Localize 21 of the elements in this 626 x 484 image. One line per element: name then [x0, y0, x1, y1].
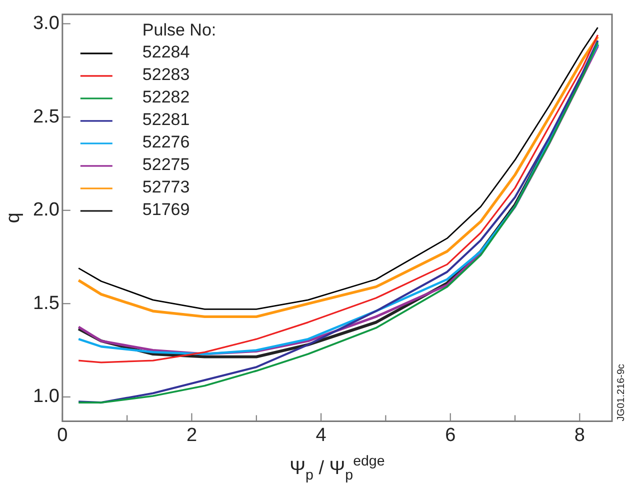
x-tick-label: 4 — [316, 424, 327, 446]
y-axis-title: q — [3, 212, 24, 224]
x-tick-label: 2 — [186, 424, 198, 446]
legend-label: 52275 — [142, 155, 190, 174]
text: JG01.216-9c — [616, 364, 626, 422]
y-tick-label: 2.0 — [32, 200, 60, 221]
legend-label: 52281 — [142, 110, 190, 130]
x-tick-label: 8 — [574, 424, 585, 446]
legend-label: 52773 — [142, 178, 190, 197]
legend-label: 52283 — [142, 65, 190, 84]
y-tick-label: 3.0 — [32, 12, 60, 34]
legend-title: Pulse No: — [142, 20, 216, 40]
y-tick-label: 1.0 — [32, 386, 60, 408]
legend-label: 51769 — [142, 200, 190, 220]
x-tick-label: 6 — [445, 424, 456, 446]
x-tick-label: 0 — [57, 424, 68, 446]
y-tick-label: 1.5 — [32, 292, 60, 314]
legend-label: 52276 — [142, 132, 190, 152]
legend-label: 52282 — [142, 88, 190, 107]
legend-label: 52284 — [142, 42, 190, 62]
y-tick-label: 2.5 — [32, 106, 60, 128]
